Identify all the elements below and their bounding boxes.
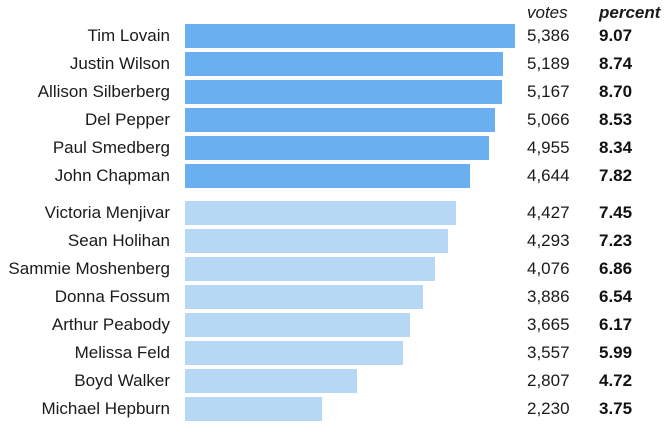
candidate-name: Melissa Feld [74, 343, 170, 362]
percent-value: 6.54 [599, 287, 633, 306]
candidate-row: Paul Smedberg 4,955 8.34 [0, 136, 670, 160]
candidate-name: Justin Wilson [69, 54, 170, 73]
votes-value: 5,189 [527, 54, 570, 73]
candidate-name: Sean Holihan [67, 231, 170, 250]
percent-value: 6.86 [599, 259, 633, 278]
candidate-name: Michael Hepburn [41, 399, 170, 418]
candidate-name: John Chapman [54, 166, 170, 185]
candidate-name: Tim Lovain [87, 26, 170, 45]
vote-bar [185, 285, 424, 309]
candidate-name: Del Pepper [84, 110, 170, 129]
votes-value: 3,886 [527, 287, 570, 306]
vote-bar [185, 369, 357, 393]
percent-value: 3.75 [599, 399, 633, 418]
percent-value: 5.99 [599, 343, 633, 362]
votes-value: 4,076 [527, 259, 570, 278]
vote-bar [185, 229, 449, 253]
candidate-name: Sammie Moshenberg [8, 259, 170, 278]
candidate-row: Michael Hepburn 2,230 3.75 [0, 397, 670, 421]
candidate-name: Donna Fossum [54, 287, 170, 306]
votes-column-header: votes [527, 3, 568, 22]
vote-bar [185, 80, 502, 104]
vote-bar [185, 164, 470, 188]
vote-bar [185, 313, 410, 337]
candidate-row: Del Pepper 5,066 8.53 [0, 108, 670, 132]
vote-bar [185, 341, 403, 365]
candidate-name: Allison Silberberg [37, 82, 170, 101]
votes-value: 4,644 [527, 166, 570, 185]
votes-value: 5,066 [527, 110, 570, 129]
candidate-name: Paul Smedberg [52, 138, 170, 157]
vote-bar [185, 136, 489, 160]
percent-value: 8.74 [599, 54, 633, 73]
vote-bar [185, 201, 457, 225]
candidate-name: Boyd Walker [74, 371, 170, 390]
candidate-row: Arthur Peabody 3,665 6.17 [0, 313, 670, 337]
candidate-row: Sammie Moshenberg 4,076 6.86 [0, 257, 670, 281]
votes-value: 4,427 [527, 203, 570, 222]
votes-value: 4,955 [527, 138, 570, 157]
votes-value: 5,386 [527, 26, 570, 45]
percent-value: 7.23 [599, 231, 633, 250]
votes-value: 2,807 [527, 371, 570, 390]
candidate-row: Justin Wilson 5,189 8.74 [0, 52, 670, 76]
percent-column-header: percent [599, 3, 661, 22]
vote-bar [185, 24, 515, 48]
candidate-row: Tim Lovain 5,386 9.07 [0, 24, 670, 48]
vote-bar [185, 397, 322, 421]
candidate-row: Allison Silberberg 5,167 8.70 [0, 80, 670, 104]
vote-bar [185, 108, 496, 132]
percent-value: 8.34 [599, 138, 633, 157]
vote-bar [185, 257, 435, 281]
percent-value: 8.53 [599, 110, 633, 129]
candidate-row: Victoria Menjivar 4,427 7.45 [0, 201, 670, 225]
votes-value: 5,167 [527, 82, 570, 101]
percent-value: 8.70 [599, 82, 633, 101]
candidate-row: Sean Holihan 4,293 7.23 [0, 229, 670, 253]
candidate-row: Boyd Walker 2,807 4.72 [0, 369, 670, 393]
candidate-row: John Chapman 4,644 7.82 [0, 164, 670, 188]
votes-value: 3,557 [527, 343, 570, 362]
percent-value: 9.07 [599, 26, 633, 45]
percent-value: 4.72 [599, 371, 633, 390]
candidate-name: Arthur Peabody [51, 315, 170, 334]
votes-value: 3,665 [527, 315, 570, 334]
candidate-row: Donna Fossum 3,886 6.54 [0, 285, 670, 309]
percent-value: 6.17 [599, 315, 633, 334]
candidate-row: Melissa Feld 3,557 5.99 [0, 341, 670, 365]
votes-value: 4,293 [527, 231, 570, 250]
votes-value: 2,230 [527, 399, 570, 418]
candidate-name: Victoria Menjivar [44, 203, 170, 222]
percent-value: 7.82 [599, 166, 633, 185]
percent-value: 7.45 [599, 203, 633, 222]
vote-bar [185, 52, 503, 76]
